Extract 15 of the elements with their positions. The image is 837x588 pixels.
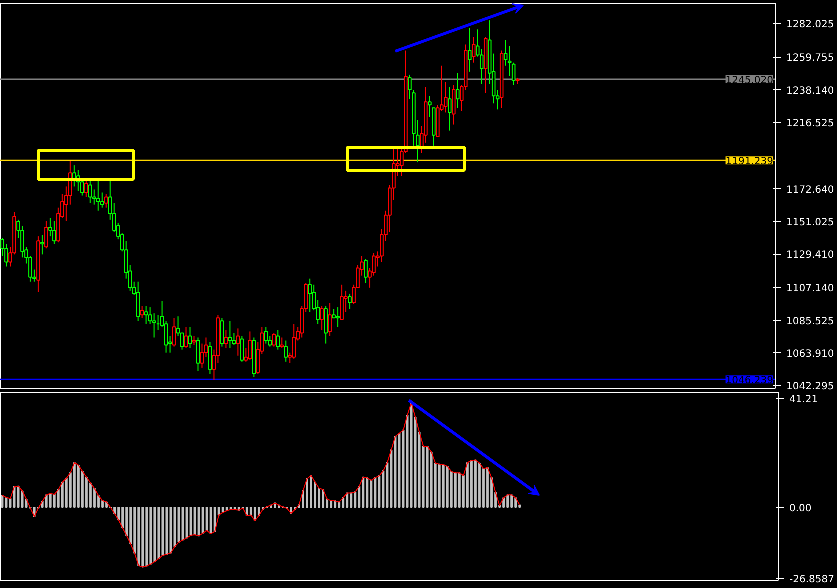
y-tick-label: 1259.755 xyxy=(786,53,834,64)
y-tick-label: 1129.410 xyxy=(786,250,834,262)
y-tick-label: -26.8587 xyxy=(790,574,834,586)
y-tick-label: 1216.525 xyxy=(786,118,834,130)
y-tick-label: 1238.140 xyxy=(786,86,834,97)
y-tick-label: 1063.910 xyxy=(786,348,834,360)
y-tick-label: 41.21 xyxy=(790,394,818,406)
ref-line-label: 1245.020 xyxy=(726,75,774,86)
y-tick-label: 1042.295 xyxy=(786,382,834,393)
y-tick-label: 1151.025 xyxy=(786,217,834,228)
y-tick-label: 1107.140 xyxy=(786,284,834,295)
y-tick-label: 1282.025 xyxy=(786,20,834,31)
y-tick-label: 1172.640 xyxy=(786,184,834,196)
y-tick-label: 0.00 xyxy=(790,504,812,515)
y-tick-label: 1085.525 xyxy=(786,316,834,328)
